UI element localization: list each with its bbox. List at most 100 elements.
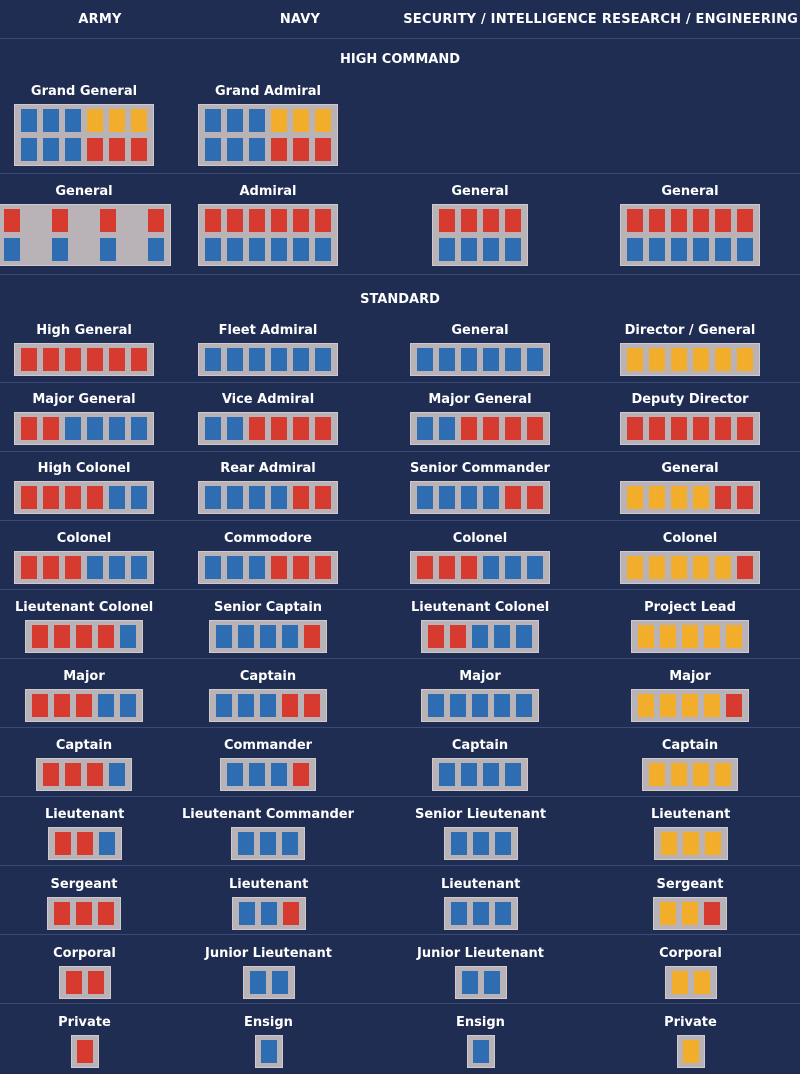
rank-plate [14, 343, 154, 376]
rank-label: Project Lead [644, 600, 736, 615]
rank-plate [664, 966, 717, 999]
rank-insignia: Grand General [14, 84, 154, 166]
chip-red [43, 556, 59, 579]
rank-label: Sergeant [656, 877, 724, 892]
rank-insignia: Lieutenant Commander [182, 807, 354, 860]
rank-label: Commodore [224, 531, 312, 546]
chip-blue [494, 625, 510, 648]
row-divider [0, 382, 800, 383]
chip-red [315, 138, 331, 161]
chip-red [52, 209, 68, 232]
chip-red [109, 138, 125, 161]
rank-insignia: Fleet Admiral [198, 323, 338, 376]
rank-insignia: Director / General [620, 323, 760, 376]
rank-plate [70, 1035, 99, 1068]
rank-label: Private [58, 1015, 111, 1030]
rank-label: Junior Lieutenant [417, 946, 545, 961]
rank-plate [631, 620, 749, 653]
chip-red [65, 971, 82, 994]
chip-blue [65, 417, 81, 440]
chip-blue [120, 694, 136, 717]
chip-blue [249, 109, 265, 132]
chip-blue [238, 832, 254, 855]
chip-blue [205, 138, 221, 161]
plate-row [627, 417, 753, 440]
rank-plate [220, 758, 316, 791]
row-divider [0, 865, 800, 866]
chip-blue [693, 238, 709, 261]
chip-red [439, 556, 455, 579]
rank-plate [14, 481, 154, 514]
chip-red [98, 902, 114, 925]
chip-blue [461, 238, 477, 261]
column-header-research: RESEARCH / ENGINEERING [601, 11, 799, 27]
chip-blue [472, 1040, 489, 1063]
chip-yellow [660, 832, 677, 855]
chip-red [100, 209, 116, 232]
chip-red [65, 556, 81, 579]
rank-plate [209, 689, 327, 722]
rank-label: Captain [239, 669, 297, 684]
chip-blue [227, 109, 243, 132]
rank-label: Corporal [659, 946, 722, 961]
rank-label: Deputy Director [631, 392, 749, 407]
chip-red [21, 486, 37, 509]
chip-blue [131, 486, 147, 509]
rank-plate [231, 897, 306, 930]
chip-red [671, 417, 687, 440]
rank-insignia: Sergeant [47, 877, 121, 930]
chip-blue [450, 832, 467, 855]
rank-insignia: Senior Lieutenant [415, 807, 546, 860]
plate-row [439, 763, 521, 786]
chip-blue [21, 138, 37, 161]
row-divider [0, 727, 800, 728]
rank-insignia: Major [25, 669, 143, 722]
chip-blue [260, 832, 276, 855]
chip-red [87, 348, 103, 371]
chip-blue [205, 486, 221, 509]
chip-red [715, 417, 731, 440]
chip-blue [87, 417, 103, 440]
rank-plate [0, 204, 171, 266]
section-title-high-command: HIGH COMMAND [340, 52, 460, 67]
chip-red [417, 556, 433, 579]
rank-label: Lieutenant [229, 877, 309, 892]
chip-red [65, 348, 81, 371]
chip-blue [43, 109, 59, 132]
chip-red [293, 556, 309, 579]
plate-row [21, 138, 147, 161]
chip-red [461, 417, 477, 440]
plate-row [54, 832, 115, 855]
chip-blue [715, 238, 731, 261]
plate-row [227, 763, 309, 786]
plate-row [660, 832, 721, 855]
chip-blue [271, 348, 287, 371]
chip-blue [417, 417, 433, 440]
rank-label: Junior Lieutenant [205, 946, 333, 961]
rank-label: Major General [32, 392, 136, 407]
chip-red [87, 486, 103, 509]
chip-blue [494, 902, 511, 925]
chip-yellow [638, 694, 654, 717]
rank-label: Lieutenant [45, 807, 125, 822]
rank-plate [410, 551, 550, 584]
rank-label: Major [63, 669, 105, 684]
chip-blue [483, 763, 499, 786]
rank-insignia: Vice Admiral [198, 392, 338, 445]
chip-blue [131, 417, 147, 440]
chip-yellow [638, 625, 654, 648]
rank-insignia: Lieutenant [651, 807, 730, 860]
chip-blue [205, 109, 221, 132]
chip-blue [260, 625, 276, 648]
chip-blue [271, 763, 287, 786]
chip-red [205, 209, 221, 232]
chip-blue [282, 625, 298, 648]
row-divider [0, 658, 800, 659]
chip-blue [109, 763, 125, 786]
chip-yellow [649, 556, 665, 579]
chip-blue [249, 238, 265, 261]
chip-blue [461, 348, 477, 371]
plate-row [671, 971, 710, 994]
chip-blue [428, 694, 444, 717]
rank-insignia: Lieutenant [45, 807, 124, 860]
